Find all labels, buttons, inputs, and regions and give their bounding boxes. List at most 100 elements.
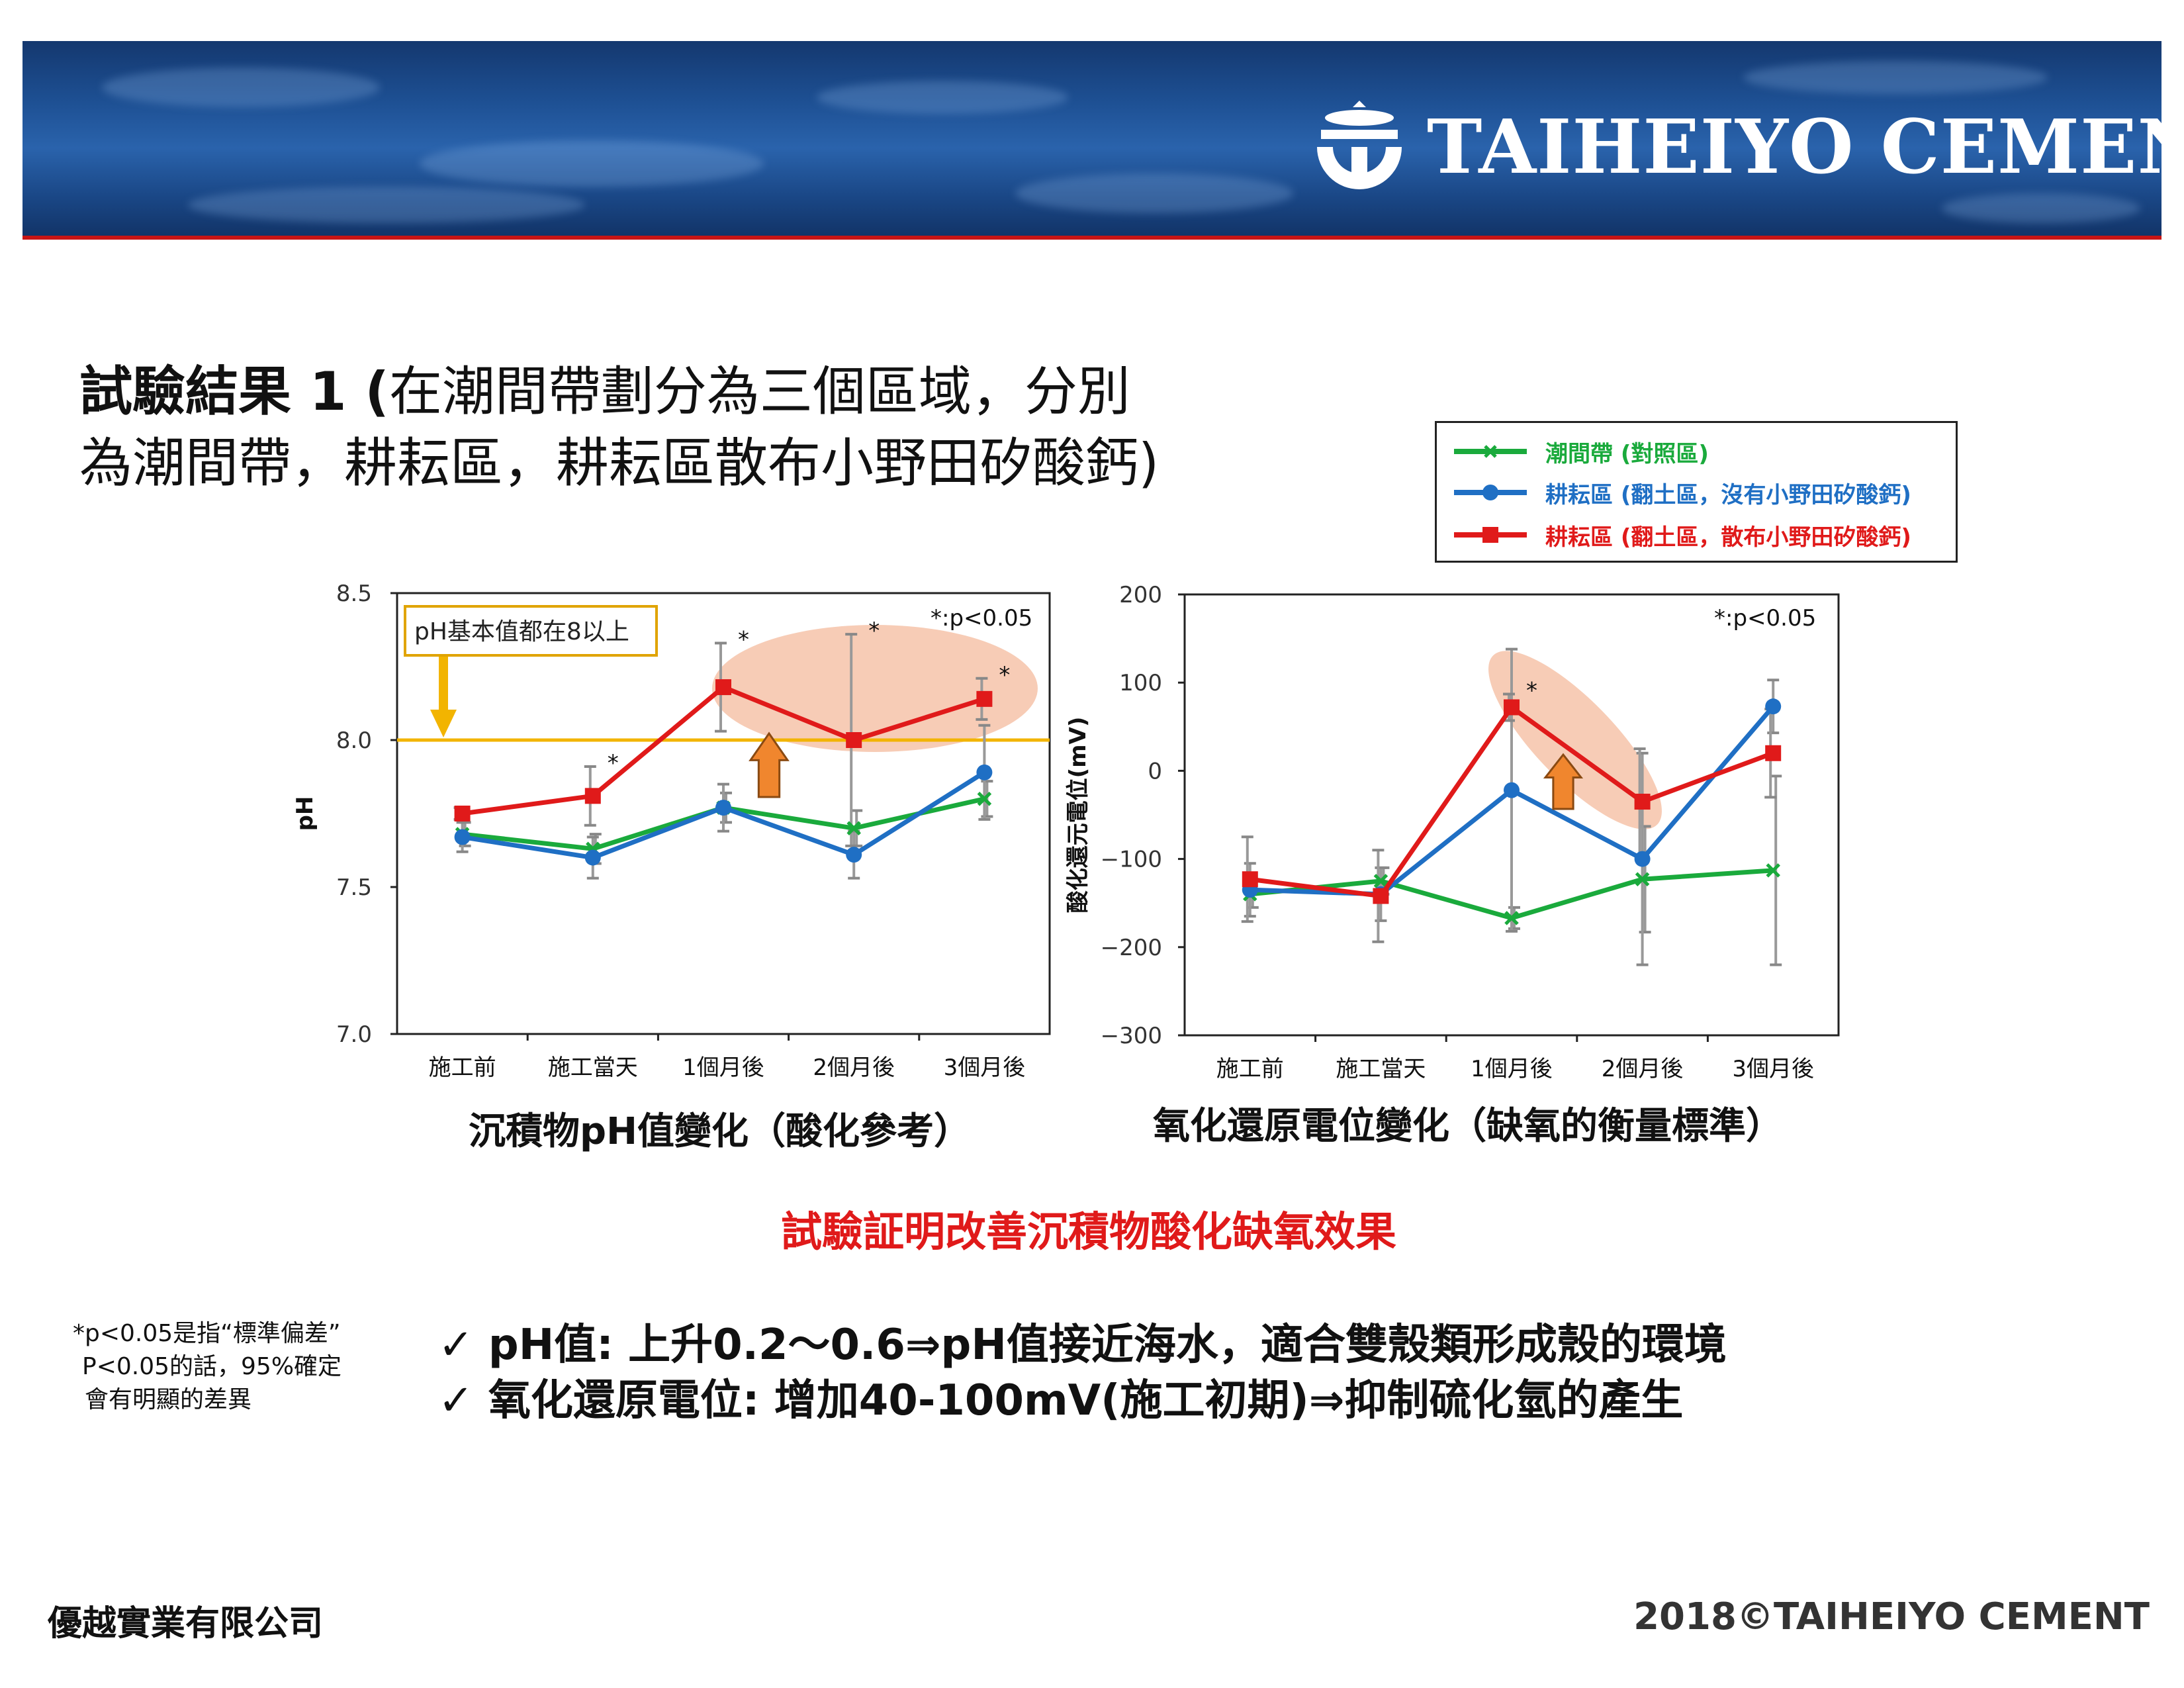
logo-mark-icon xyxy=(1317,101,1402,189)
title-bold: 試驗結果 1 ( xyxy=(79,361,389,422)
data-point xyxy=(1373,886,1389,902)
note-line: *p<0.05是指“標準偏差” xyxy=(73,1320,341,1347)
legend-label: 潮間帶 (對照區) xyxy=(1545,440,1709,467)
title-line1: 在潮間帶劃分為三個區域，分別 xyxy=(388,361,1130,422)
conclusion-text: 試驗証明改善沉積物酸化缺氧效果 xyxy=(781,1207,1397,1256)
annotation-arrow-head-icon xyxy=(430,710,457,737)
y-tick-label: 0 xyxy=(1148,758,1162,784)
series-line xyxy=(462,684,985,816)
y-tick-label: 7.0 xyxy=(336,1021,372,1048)
note-line: 會有明顯的差異 xyxy=(85,1386,252,1413)
y-axis-label: 酸化還元電位(mV) xyxy=(1065,717,1091,914)
significance-asterisk: * xyxy=(1526,678,1537,704)
legend-item-control: 潮間帶 (對照區) xyxy=(1454,435,1709,468)
data-point xyxy=(1242,882,1258,898)
data-point xyxy=(1765,698,1782,715)
significance-asterisk: * xyxy=(999,662,1010,688)
significance-asterisk: * xyxy=(868,618,880,644)
annotation-text: pH基本值都在8以上 xyxy=(414,618,629,645)
data-point xyxy=(1634,794,1651,810)
data-point xyxy=(1243,887,1257,902)
x-tick-label: 施工當天 xyxy=(1336,1056,1426,1082)
data-point xyxy=(716,800,731,815)
finding-orp: ✓ 氧化還原電位: 增加40-100mV(施工初期)⇒抑制硫化氫的產生 xyxy=(438,1376,1684,1425)
series-line xyxy=(462,770,986,861)
data-point xyxy=(584,788,601,804)
data-point xyxy=(454,806,471,821)
ph-significance-note: *:p<0.05 xyxy=(931,605,1033,632)
legend-green-x-icon xyxy=(1454,445,1527,458)
x-tick-label: 1個月後 xyxy=(682,1055,764,1081)
brand-logo: TAIHEIYO CEMENT xyxy=(1306,94,2161,200)
y-tick-label: 100 xyxy=(1119,670,1162,696)
x-tick-label: 3個月後 xyxy=(1732,1056,1814,1082)
annotation-arrow-shaft xyxy=(439,657,448,712)
y-tick-label: 7.5 xyxy=(336,874,372,901)
series-line xyxy=(462,796,985,851)
highlight-ellipse xyxy=(1488,651,1662,829)
legend-item-tilled: 耕耘區 (翻土區，沒有小野田矽酸鈣) xyxy=(1454,476,1911,509)
page-title: 試驗結果 1 (在潮間帶劃分為三個區域，分別 為潮間帶，耕耘區，耕耘區散布小野田… xyxy=(79,356,1403,499)
x-tick-label: 2個月後 xyxy=(1602,1056,1684,1082)
y-tick-label: −300 xyxy=(1101,1023,1162,1049)
legend-label: 耕耘區 (翻土區，散布小野田矽酸鈣) xyxy=(1545,524,1911,551)
header-banner: TAIHEIYO CEMENT xyxy=(23,41,2161,240)
data-point xyxy=(976,764,993,780)
highlight-ellipse xyxy=(712,625,1038,752)
footer-company: 優越實業有限公司 xyxy=(48,1604,324,1644)
annotation-box xyxy=(404,605,658,657)
data-point xyxy=(1242,871,1258,888)
x-tick-label: 2個月後 xyxy=(813,1055,895,1081)
data-point xyxy=(1373,874,1388,888)
data-point xyxy=(846,821,861,835)
note-line: P<0.05的話，95%確定 xyxy=(82,1353,342,1380)
x-tick-label: 1個月後 xyxy=(1471,1056,1553,1082)
y-tick-label: 8.0 xyxy=(336,727,372,754)
x-tick-label: 施工前 xyxy=(429,1055,496,1081)
data-point xyxy=(1635,872,1650,887)
data-point xyxy=(586,841,600,857)
y-tick-label: 8.5 xyxy=(336,581,372,607)
y-tick-label: −200 xyxy=(1101,935,1162,961)
y-axis-label: pH xyxy=(292,796,318,831)
data-point xyxy=(846,847,862,863)
plot-frame xyxy=(1183,593,1840,1037)
ph-chart-caption: 沉積物pH值變化（酸化參考） xyxy=(469,1110,971,1153)
data-point xyxy=(454,829,471,845)
data-point xyxy=(1504,911,1519,925)
increase-arrow-icon xyxy=(749,731,790,798)
legend-label: 耕耘區 (翻土區，沒有小野田矽酸鈣) xyxy=(1545,481,1911,508)
x-tick-label: 3個月後 xyxy=(944,1055,1026,1081)
key-findings: ✓ pH值: 上升0.2～0.6⇒pH值接近海水，適合雙殼類形成殼的環境 ✓ 氧… xyxy=(438,1317,1727,1429)
data-point xyxy=(715,679,731,696)
x-tick-label: 施工前 xyxy=(1216,1056,1284,1082)
series-line xyxy=(1250,704,1775,897)
significance-footnote: *p<0.05是指“標準偏差” P<0.05的話，95%確定 會有明顯的差異 xyxy=(73,1317,341,1417)
x-tick-label: 施工當天 xyxy=(548,1055,638,1081)
data-point xyxy=(1504,782,1520,798)
y-tick-label: −100 xyxy=(1101,847,1162,873)
data-point xyxy=(977,792,992,806)
data-point xyxy=(846,732,862,748)
data-point xyxy=(715,800,731,816)
legend-blue-circle-icon xyxy=(1454,485,1527,500)
data-point xyxy=(455,827,470,841)
title-line2: 為潮間帶，耕耘區，耕耘區散布小野田矽酸鈣) xyxy=(79,432,1160,494)
y-tick-label: 200 xyxy=(1119,582,1162,608)
data-point xyxy=(1765,745,1782,761)
logo-text: TAIHEIYO CEMENT xyxy=(1427,103,2161,191)
data-point xyxy=(1373,888,1389,904)
significance-asterisk: * xyxy=(608,750,619,776)
data-point xyxy=(976,690,993,707)
series-line xyxy=(1250,868,1774,921)
plot-frame xyxy=(396,592,1051,1035)
orp-significance-note: *:p<0.05 xyxy=(1714,605,1817,632)
data-point xyxy=(1766,863,1780,878)
orp-chart-caption: 氧化還原電位變化（缺氧的衡量標準） xyxy=(1153,1105,1783,1148)
finding-ph: ✓ pH值: 上升0.2～0.6⇒pH值接近海水，適合雙殼類形成殼的環境 xyxy=(438,1321,1727,1370)
increase-arrow-icon xyxy=(1543,753,1584,810)
data-point xyxy=(584,849,601,866)
footer-copyright: 2018©TAIHEIYO CEMENT xyxy=(1633,1595,2150,1638)
